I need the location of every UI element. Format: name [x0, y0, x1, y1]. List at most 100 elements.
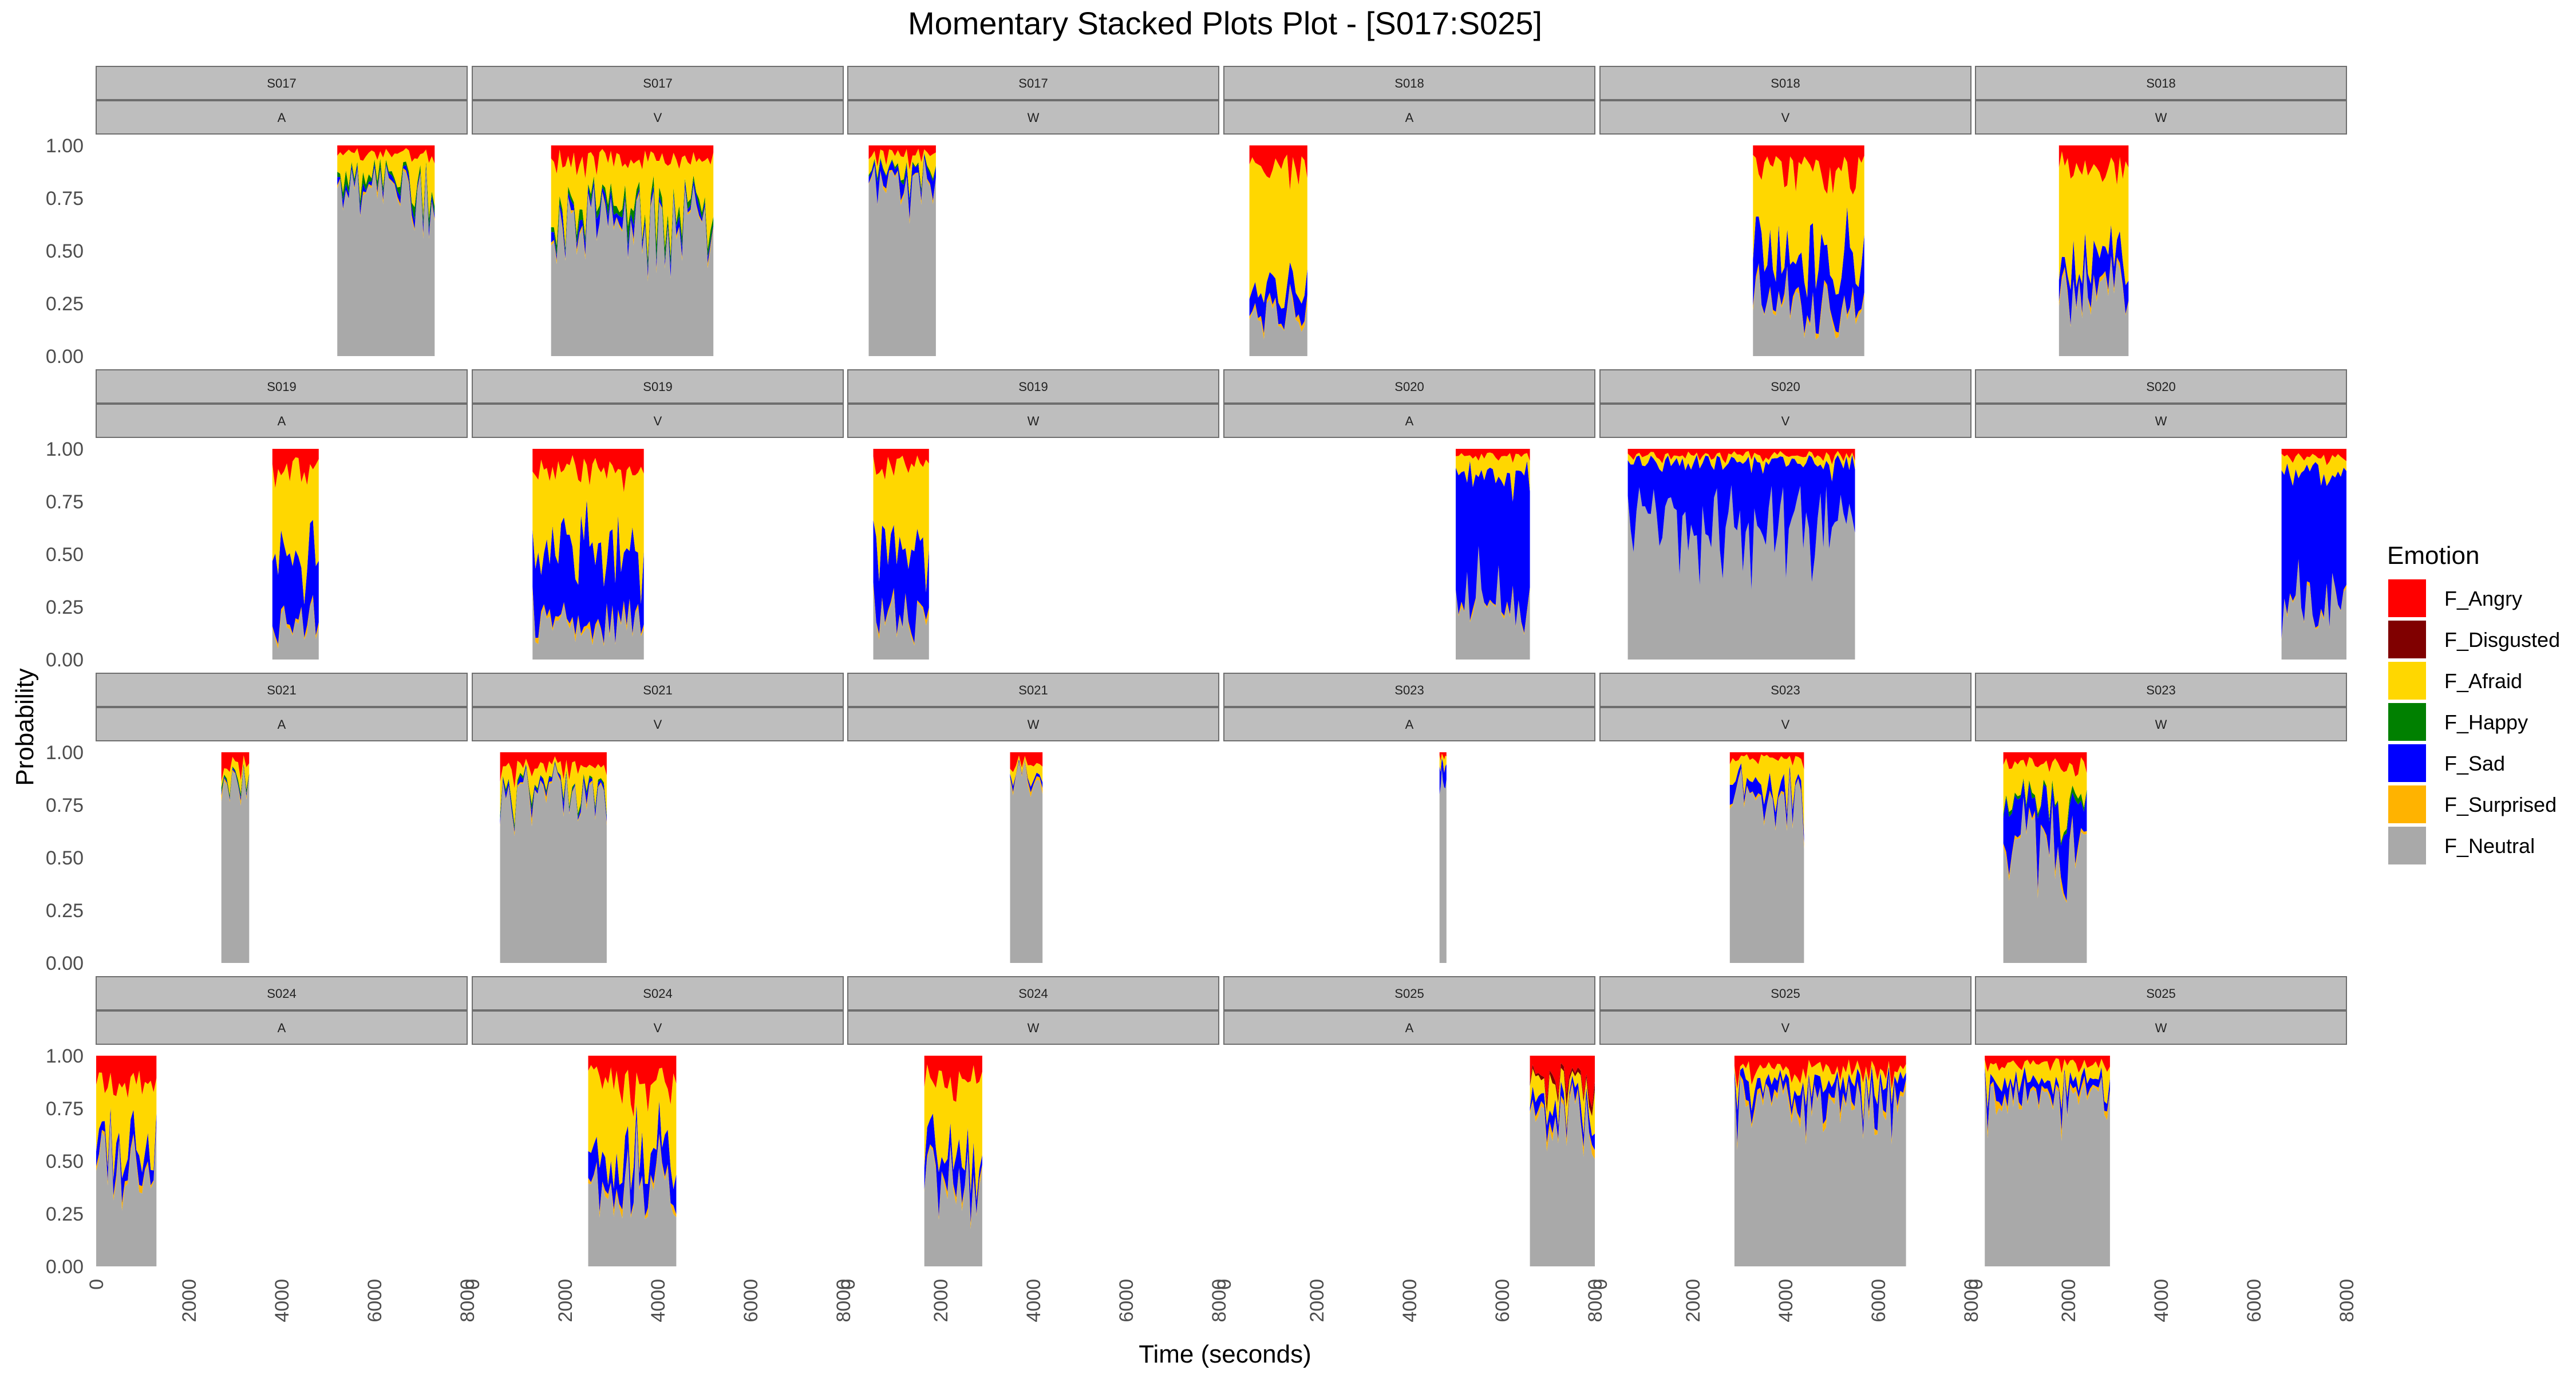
- x-tick-label: 2000: [2058, 1279, 2080, 1322]
- strip-subject-label: S023: [1771, 683, 1800, 697]
- area-F_Sad: [1729, 763, 1804, 843]
- area-F_Afraid: [500, 756, 607, 826]
- y-tick-label: 0.25: [46, 900, 84, 922]
- strip-subject-label: S019: [267, 380, 296, 394]
- x-tick-label: 0: [1590, 1279, 1611, 1290]
- strip-subject-label: S021: [267, 683, 296, 697]
- area-F_Afraid: [1985, 1058, 2110, 1110]
- area-F_Neutral: [1734, 1077, 1906, 1266]
- strip-subject: [847, 66, 1219, 100]
- panel-S018-V: S018 V: [1599, 66, 1971, 356]
- x-tick-label: 0: [86, 1279, 108, 1290]
- strip-subject-label: S018: [2146, 76, 2175, 90]
- strip-condition: [472, 1010, 844, 1045]
- area-F_Afraid: [588, 1065, 677, 1190]
- stacked-areas: [221, 752, 250, 963]
- stacked-areas: [96, 1056, 157, 1266]
- strip-subject: [472, 369, 844, 404]
- panel-S018-A: S018 A: [1223, 66, 1595, 356]
- area-F_Sad: [1010, 759, 1043, 792]
- y-tick-label: 0.50: [46, 240, 84, 262]
- x-tick-label: 2000: [930, 1279, 952, 1322]
- x-tick-label: 4000: [647, 1279, 669, 1322]
- strip-subject: [1975, 976, 2347, 1010]
- panel-S018-W: S018 W: [1975, 66, 2347, 356]
- legend-label: F_Happy: [2444, 710, 2528, 734]
- area-F_Neutral: [1010, 762, 1043, 963]
- strip-condition-label: W: [1028, 414, 1040, 428]
- strip-condition: [1599, 707, 1971, 741]
- strip-condition-label: W: [2155, 110, 2167, 125]
- area-F_Angry: [221, 752, 250, 782]
- panel-S023-A: S023 A: [1223, 673, 1595, 963]
- strip-condition-label: V: [1781, 717, 1790, 732]
- legend-swatch-F_Angry: [2388, 579, 2426, 617]
- panel-S021-W: S021 W: [847, 673, 1219, 963]
- area-F_Neutral: [551, 186, 714, 356]
- stacked-areas: [337, 145, 435, 356]
- strip-condition-label: A: [1405, 110, 1414, 125]
- stacked-areas: [2003, 752, 2087, 963]
- strip-subject-label: S017: [643, 76, 672, 90]
- legend-swatch-F_Happy: [2388, 703, 2426, 741]
- stacked-areas: [1456, 449, 1530, 660]
- x-tick-label: 8000: [833, 1279, 855, 1322]
- strip-condition: [847, 707, 1219, 741]
- area-F_Sad: [1530, 1075, 1595, 1150]
- panel-S017-A: S017 A 0.00 0.25 0.50 0.75 1.00: [46, 66, 468, 368]
- strip-condition: [1223, 707, 1595, 741]
- legend-swatch-F_Afraid: [2388, 662, 2426, 700]
- area-F_Neutral: [1627, 485, 1855, 660]
- y-tick-label: 0.75: [46, 188, 84, 210]
- area-F_Neutral: [337, 166, 435, 356]
- strip-subject-label: S024: [1018, 986, 1048, 1001]
- strip-condition: [1975, 404, 2347, 438]
- area-F_Sad: [221, 765, 250, 801]
- strip-subject-label: S019: [643, 380, 672, 394]
- panel-S023-W: S023 W: [1975, 673, 2347, 963]
- y-tick-label: 1.00: [46, 439, 84, 460]
- stacked-areas: [1627, 449, 1855, 660]
- strip-subject-label: S025: [1394, 986, 1424, 1001]
- legend-label: F_Surprised: [2444, 793, 2557, 816]
- legend-swatch-F_Disgusted: [2388, 621, 2426, 658]
- area-F_Happy: [221, 763, 250, 798]
- strip-subject-label: S025: [1771, 986, 1800, 1001]
- area-F_Angry: [272, 449, 319, 488]
- strip-condition-label: A: [278, 1021, 286, 1035]
- area-F_Afraid: [1734, 1059, 1906, 1123]
- area-F_Disgusted: [1530, 1063, 1595, 1116]
- area-F_Afraid: [2281, 453, 2346, 486]
- x-tick-label: 0: [837, 1279, 859, 1290]
- strip-subject-label: S024: [267, 986, 296, 1001]
- area-F_Afraid: [1530, 1068, 1595, 1136]
- panel-S024-W: S024 W: [847, 976, 1219, 1266]
- strip-condition: [1975, 1010, 2347, 1045]
- strip-subject-label: S021: [643, 683, 672, 697]
- y-tick-label: 0.25: [46, 293, 84, 315]
- area-F_Neutral: [1456, 548, 1530, 660]
- area-F_Afraid: [868, 148, 936, 198]
- area-F_Angry: [1010, 752, 1043, 772]
- strip-subject-label: S023: [2146, 683, 2175, 697]
- y-tick-label: 0.25: [46, 597, 84, 618]
- strip-subject-label: S023: [1394, 683, 1424, 697]
- strip-subject-label: S020: [2146, 380, 2175, 394]
- panel-S017-W: S017 W: [847, 66, 1219, 356]
- strip-condition-label: W: [2155, 1021, 2167, 1035]
- strip-subject-label: S021: [1018, 683, 1048, 697]
- area-F_Sad: [588, 1100, 677, 1217]
- area-F_Surprised: [551, 185, 714, 282]
- x-tick-label: 2000: [179, 1279, 200, 1322]
- strip-subject-label: S024: [643, 986, 672, 1001]
- area-F_Afraid: [96, 1071, 157, 1180]
- stacked-areas: [500, 752, 607, 963]
- x-tick-label: 4000: [1399, 1279, 1421, 1322]
- x-tick-label: 6000: [1492, 1279, 1514, 1322]
- strip-subject-label: S020: [1394, 380, 1424, 394]
- area-F_Happy: [551, 175, 714, 269]
- area-F_Afraid: [1439, 753, 1447, 773]
- area-F_Angry: [1729, 752, 1804, 769]
- panel-S024-A: S024 A 0.00 0.25 0.50 0.75 1.00: [46, 976, 468, 1278]
